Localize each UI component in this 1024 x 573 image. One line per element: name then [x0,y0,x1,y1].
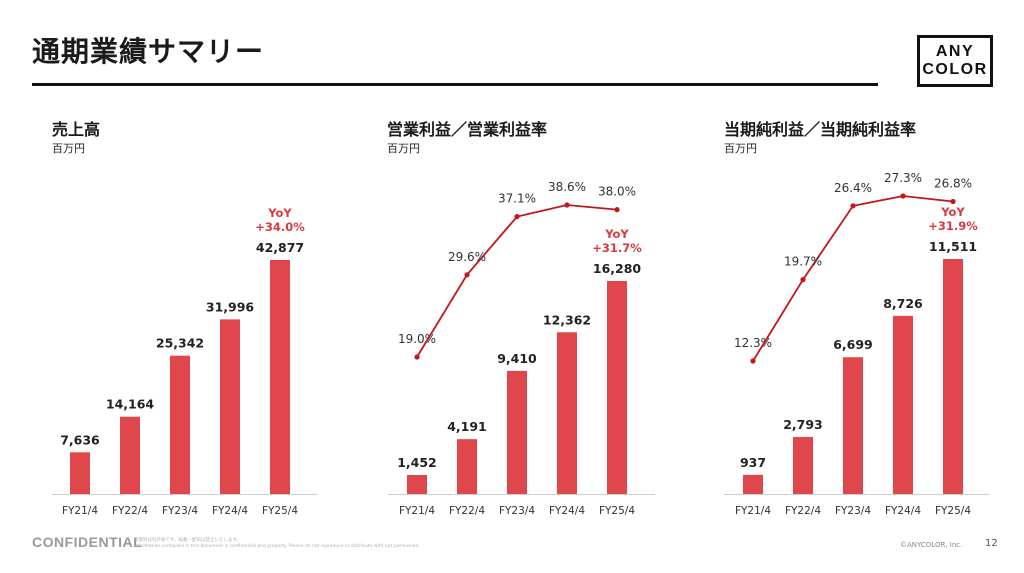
logo-line-2: COLOR [922,61,988,78]
revenue-value-label-1: 14,164 [106,397,155,412]
net-income-bar-0 [743,474,763,494]
operating-income-bar-1 [457,439,477,494]
operating-income-margin-point-0 [414,354,420,360]
net-income-margin-label-0: 12.3% [734,336,772,350]
operating-income-margin-point-4 [614,207,620,213]
operating-income-margin-line [416,204,618,358]
net-income-bar-3 [893,315,913,494]
operating-income-value-label-4: 16,280 [593,261,642,276]
operating-income-bar-4 [607,281,627,494]
operating-income-yoy-label: YoY [604,227,629,241]
revenue-yoy-value: +34.0% [255,220,305,234]
net-income-value-label-0: 937 [740,455,766,470]
operating-income-x-tick-3: FY24/4 [549,505,585,517]
revenue-x-tick-2: FY23/4 [162,505,198,517]
operating-income-chart-unit: 百万円 [387,142,420,155]
revenue-value-label-2: 25,342 [156,336,204,351]
operating-income-margin-label-0: 19.0% [398,332,436,346]
net-income-margin-point-2 [850,203,856,209]
operating-income-chart-title: 営業利益／営業利益率 [387,120,548,139]
footer-note-ja: 本資料は社外秘です。転載・配布は禁止いたします。 [134,538,242,543]
operating-income-yoy-value: +31.7% [592,241,642,255]
revenue-x-tick-3: FY24/4 [212,505,248,517]
net-income-margin-point-3 [900,193,906,199]
operating-income-bar-0 [407,475,427,494]
footer-copyright: ©ANYCOLOR, Inc. [900,541,963,549]
logo-line-1: ANY [935,43,975,60]
operating-income-x-tick-2: FY23/4 [499,505,535,517]
operating-income-value-label-1: 4,191 [447,419,487,434]
net-income-bar-4 [943,259,963,494]
net-income-chart-unit: 百万円 [724,142,757,155]
page-title: 通期業績サマリー [32,35,265,68]
net-income-margin-label-2: 26.4% [834,181,872,195]
revenue-value-label-3: 31,996 [206,299,255,314]
net-income-x-tick-2: FY23/4 [835,505,871,517]
confidential-label: CONFIDENTIAL [32,534,143,550]
net-income-x-tick-4: FY25/4 [935,505,971,517]
operating-income-value-label-2: 9,410 [497,351,537,366]
net-income-yoy-label: YoY [940,205,965,219]
revenue-bar-3 [220,319,240,494]
anycolor-logo: ANY COLOR [917,35,993,87]
revenue-chart-unit: 百万円 [52,142,85,155]
net-income-value-label-1: 2,793 [783,417,823,432]
revenue-x-tick-4: FY25/4 [262,505,298,517]
operating-income-value-label-3: 12,362 [543,312,591,327]
operating-income-margin-point-2 [514,214,520,220]
operating-income-x-tick-4: FY25/4 [599,505,635,517]
revenue-bar-0 [70,452,90,494]
revenue-value-label-4: 42,877 [256,240,304,255]
revenue-bar-2 [170,355,190,494]
net-income-value-label-2: 6,699 [833,337,873,352]
operating-income-margin-label-4: 38.0% [598,185,636,199]
revenue-x-tick-0: FY21/4 [62,505,98,517]
revenue-chart-title: 売上高 [52,120,101,139]
net-income-x-tick-1: FY22/4 [785,505,821,517]
net-income-margin-point-1 [800,277,806,283]
operating-income-margin-label-2: 37.1% [498,192,536,206]
net-income-margin-label-1: 19.7% [784,255,822,269]
operating-income-margin-label-3: 38.6% [548,180,586,194]
page-number: 12 [985,538,998,549]
net-income-yoy-value: +31.9% [928,219,978,233]
net-income-value-label-3: 8,726 [883,296,923,311]
title-divider [32,83,878,86]
net-income-bar-2 [843,357,863,494]
operating-income-bar-2 [507,370,527,494]
net-income-chart-title: 当期純利益／当期純利益率 [724,120,917,139]
operating-income-value-label-0: 1,452 [397,455,437,470]
net-income-margin-point-0 [750,358,756,364]
revenue-value-label-0: 7,636 [60,432,100,447]
net-income-bar-1 [793,436,813,494]
operating-income-margin-label-1: 29.6% [448,250,486,264]
revenue-x-tick-1: FY22/4 [112,505,148,517]
operating-income-x-tick-0: FY21/4 [399,505,435,517]
net-income-x-tick-3: FY24/4 [885,505,921,517]
net-income-margin-label-3: 27.3% [884,171,922,185]
operating-income-margin-point-3 [564,202,570,208]
net-income-margin-point-4 [950,198,956,205]
footer-note-en: Information contained in this document i… [134,544,420,549]
operating-income-x-tick-1: FY22/4 [449,505,485,517]
revenue-yoy-label: YoY [267,206,292,220]
operating-income-bar-3 [557,332,577,494]
revenue-bar-4 [270,260,290,494]
net-income-value-label-4: 11,511 [929,239,977,254]
operating-income-margin-point-1 [464,272,470,278]
net-income-margin-label-4: 26.8% [934,177,972,191]
net-income-x-tick-0: FY21/4 [735,505,771,517]
revenue-bar-1 [120,416,140,494]
